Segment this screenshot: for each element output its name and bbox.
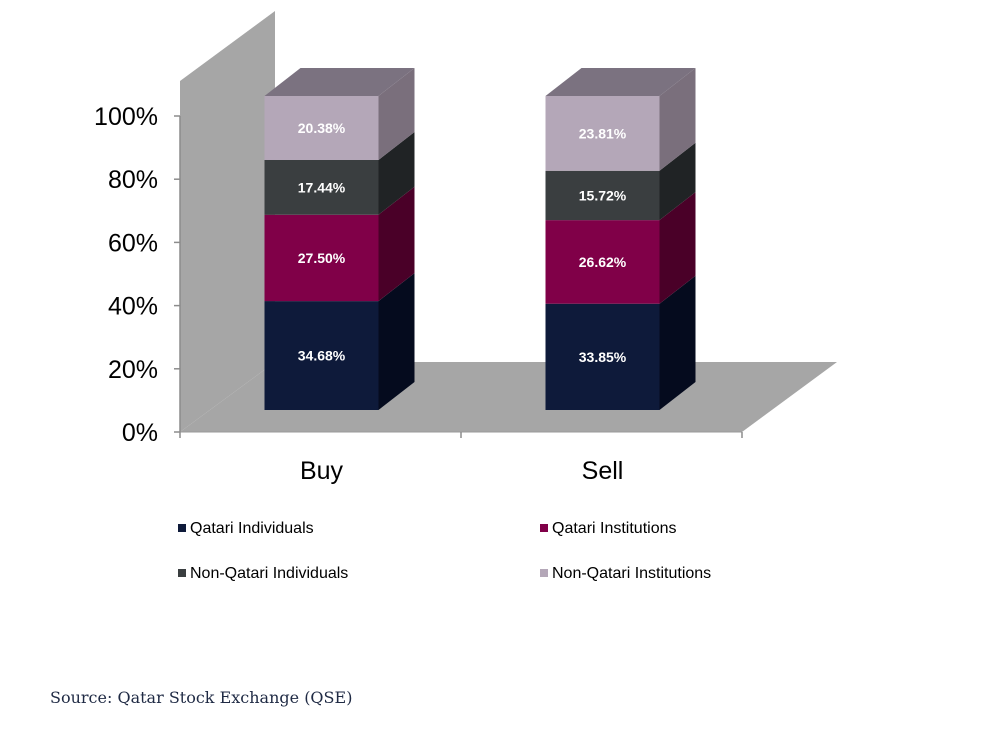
legend-label: Qatari Individuals	[190, 520, 314, 537]
y-tick-label: 80%	[108, 166, 158, 194]
legend-item: Qatari Institutions	[540, 520, 677, 537]
bar-side	[659, 68, 696, 171]
bar-face	[545, 220, 660, 304]
bar-segment: 15.72%	[545, 142, 696, 221]
bar-segment: 20.38%	[264, 68, 415, 160]
bar-face	[264, 96, 379, 160]
bar-side	[378, 273, 415, 410]
legend-label: Non-Qatari Institutions	[552, 565, 711, 582]
legend-swatch	[540, 569, 548, 577]
bar-face	[545, 170, 660, 221]
bar-face	[264, 159, 379, 215]
bar-data-label: 15.72%	[579, 187, 627, 203]
bar-side	[659, 275, 696, 410]
bar-segment: 27.50%	[264, 186, 415, 302]
y-tick-label: 40%	[108, 293, 158, 321]
bar-segment: 34.68%	[264, 273, 415, 410]
bar-data-label: 34.68%	[298, 348, 346, 364]
bar-data-label: 17.44%	[298, 179, 346, 195]
legend-swatch	[178, 569, 186, 577]
y-tick-label: 20%	[108, 356, 158, 384]
bar-side	[378, 131, 415, 215]
bar-face	[545, 96, 660, 171]
bar-segment: 17.44%	[264, 131, 415, 215]
bar-face	[264, 214, 379, 302]
bar-data-label: 23.81%	[579, 125, 627, 141]
x-tick-label: Buy	[300, 457, 344, 485]
y-axis: 0% 20% 40% 60% 80% 100%	[94, 103, 181, 447]
bar-segment: 33.85%	[545, 275, 696, 410]
y-tick-label: 60%	[108, 229, 158, 257]
legend-item: Non-Qatari Institutions	[540, 565, 711, 582]
legend-label: Non-Qatari Individuals	[190, 565, 348, 582]
bar-data-label: 26.62%	[579, 254, 627, 270]
legend-item: Non-Qatari Individuals	[178, 565, 348, 582]
y-tick-label: 0%	[122, 419, 158, 447]
bar-face	[264, 301, 379, 410]
bar-side	[378, 68, 415, 160]
bar-data-label: 20.38%	[298, 120, 346, 136]
bar-top	[264, 68, 415, 96]
bar-face	[545, 303, 660, 410]
bar-side	[659, 192, 696, 304]
legend-label: Qatari Institutions	[552, 520, 677, 537]
bar-side	[378, 186, 415, 302]
bars: 34.68% 27.50% 17.44% 20.38% 33.85% 26.62% 15.7…	[264, 68, 696, 410]
bar-segment: 23.81%	[545, 68, 696, 171]
x-axis: Buy Sell	[179, 432, 743, 485]
legend-swatch	[178, 524, 186, 532]
stacked-bar-chart: 0% 20% 40% 60% 80% 100% 34.68% 27.50% 17.44% 20.…	[94, 11, 837, 582]
legend-swatch	[540, 524, 548, 532]
source-note: Source: Qatar Stock Exchange (QSE)	[50, 688, 353, 707]
legend-item: Qatari Individuals	[178, 520, 314, 537]
legend: Qatari Individuals Qatari Institutions Non…	[178, 520, 711, 582]
y-tick-label: 100%	[94, 103, 158, 131]
back-wall	[180, 11, 275, 432]
bar-data-label: 33.85%	[579, 349, 627, 365]
bar-segment: 26.62%	[545, 192, 696, 304]
x-tick-label: Sell	[582, 457, 624, 485]
bar-data-label: 27.50%	[298, 250, 346, 266]
bar-side	[659, 142, 696, 221]
bar-top	[545, 68, 696, 96]
